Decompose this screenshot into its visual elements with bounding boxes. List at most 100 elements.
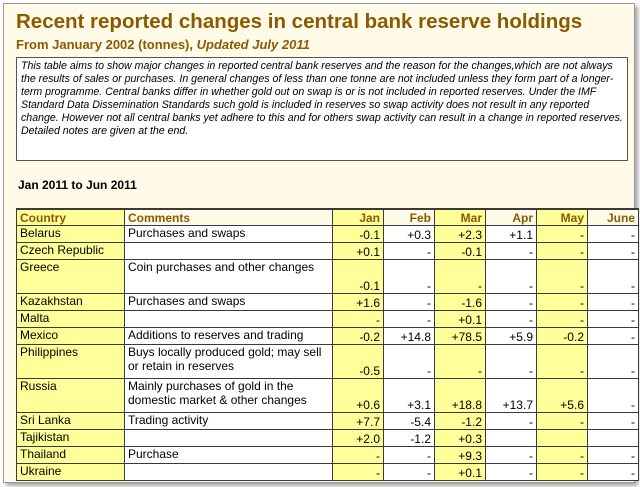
table-row: Greece Coin purchases and other changes … [16, 258, 639, 294]
cell-mar: +2.3 [434, 224, 486, 243]
cell-may: - [536, 258, 588, 294]
cell-country: Ukraine [16, 462, 125, 481]
subtitle: From January 2002 (tonnes), Updated July… [16, 37, 310, 52]
cell-jan: - [332, 445, 384, 464]
header-comments: Comments [124, 208, 333, 226]
cell-mar: +18.8 [434, 377, 486, 413]
cell-mar: +0.3 [434, 428, 486, 447]
cell-jun [587, 428, 639, 447]
cell-feb: - [383, 241, 435, 260]
cell-comments [124, 241, 333, 260]
table-row: Belarus Purchases and swaps -0.1 +0.3 +2… [16, 224, 639, 243]
cell-may: - [536, 445, 588, 464]
table-row: Sri Lanka Trading activity +7.7 -5.4 -1.… [16, 411, 639, 430]
cell-country: Philippines [16, 343, 125, 379]
cell-mar: -1.6 [434, 292, 486, 311]
cell-comments: Buys locally produced gold; may sell or … [124, 343, 333, 379]
cell-jun: - [587, 445, 639, 464]
cell-may: - [536, 292, 588, 311]
subtitle-updated: Updated July 2011 [196, 37, 310, 52]
header-feb: Feb [383, 208, 435, 226]
cell-apr: - [485, 445, 537, 464]
cell-country: Malta [16, 309, 125, 328]
cell-jun: - [587, 241, 639, 260]
cell-jun: - [587, 309, 639, 328]
cell-mar: - [434, 343, 486, 379]
table-row: Tajikistan +2.0 -1.2 +0.3 [16, 428, 639, 447]
cell-may: - [536, 241, 588, 260]
cell-apr: - [485, 309, 537, 328]
table-row: Thailand Purchase - - +9.3 - - - [16, 445, 639, 464]
cell-mar: +78.5 [434, 326, 486, 345]
cell-comments: Mainly purchases of gold in the domestic… [124, 377, 333, 413]
cell-comments: Coin purchases and other changes [124, 258, 333, 294]
cell-feb: -1.2 [383, 428, 435, 447]
cell-jan: - [332, 309, 384, 328]
cell-comments: Trading activity [124, 411, 333, 430]
cell-comments: Purchase [124, 445, 333, 464]
cell-mar: -0.1 [434, 241, 486, 260]
cell-may: - [536, 309, 588, 328]
cell-apr [485, 428, 537, 447]
cell-may: - [536, 462, 588, 481]
cell-may: - [536, 411, 588, 430]
cell-country: Kazakhstan [16, 292, 125, 311]
cell-jan: +7.7 [332, 411, 384, 430]
cell-jun: - [587, 411, 639, 430]
cell-feb: - [383, 292, 435, 311]
cell-mar: +0.1 [434, 309, 486, 328]
cell-feb: - [383, 258, 435, 294]
header-country: Country [16, 208, 125, 226]
cell-comments: Purchases and swaps [124, 292, 333, 311]
table-row: Ukraine - - +0.1 - - - [16, 462, 639, 481]
cell-feb: +0.3 [383, 224, 435, 243]
cell-country: Tajikistan [16, 428, 125, 447]
cell-may: -0.2 [536, 326, 588, 345]
cell-country: Greece [16, 258, 125, 294]
cell-jan: -0.2 [332, 326, 384, 345]
cell-jun: - [587, 224, 639, 243]
cell-feb: -5.4 [383, 411, 435, 430]
cell-jan: +0.6 [332, 377, 384, 413]
cell-jan: -0.1 [332, 224, 384, 243]
header-may: May [536, 208, 588, 226]
cell-comments [124, 309, 333, 328]
cell-jun: - [587, 292, 639, 311]
cell-comments [124, 428, 333, 447]
cell-jan: +2.0 [332, 428, 384, 447]
notes-box: This table aims to show major changes in… [16, 57, 628, 161]
header-jan: Jan [332, 208, 384, 226]
cell-may: - [536, 224, 588, 243]
cell-apr: - [485, 462, 537, 481]
cell-jan: -0.1 [332, 258, 384, 294]
cell-jan: -0.5 [332, 343, 384, 379]
cell-mar: +0.1 [434, 462, 486, 481]
cell-apr: - [485, 241, 537, 260]
cell-jun: - [587, 343, 639, 379]
cell-country: Russia [16, 377, 125, 413]
table-row: Mexico Additions to reserves and trading… [16, 326, 639, 345]
reserves-table: Country Comments Jan Feb Mar Apr May Jun… [16, 208, 639, 481]
subtitle-range: From January 2002 (tonnes), [16, 37, 193, 52]
cell-feb: - [383, 445, 435, 464]
cell-jan: +0.1 [332, 241, 384, 260]
cell-mar: - [434, 258, 486, 294]
cell-feb: +14.8 [383, 326, 435, 345]
period-label: Jan 2011 to Jun 2011 [18, 178, 137, 192]
cell-apr: +13.7 [485, 377, 537, 413]
cell-country: Mexico [16, 326, 125, 345]
table-row: Russia Mainly purchases of gold in the d… [16, 377, 639, 413]
cell-country: Belarus [16, 224, 125, 243]
cell-apr: - [485, 411, 537, 430]
cell-may: +5.6 [536, 377, 588, 413]
table-header-row: Country Comments Jan Feb Mar Apr May Jun… [16, 208, 639, 226]
cell-feb: - [383, 309, 435, 328]
cell-apr: +5.9 [485, 326, 537, 345]
cell-comments [124, 462, 333, 481]
cell-may: - [536, 343, 588, 379]
cell-apr: +1.1 [485, 224, 537, 243]
header-mar: Mar [434, 208, 486, 226]
cell-country: Sri Lanka [16, 411, 125, 430]
cell-apr: - [485, 292, 537, 311]
report-panel: Recent reported changes in central bank … [3, 3, 639, 483]
